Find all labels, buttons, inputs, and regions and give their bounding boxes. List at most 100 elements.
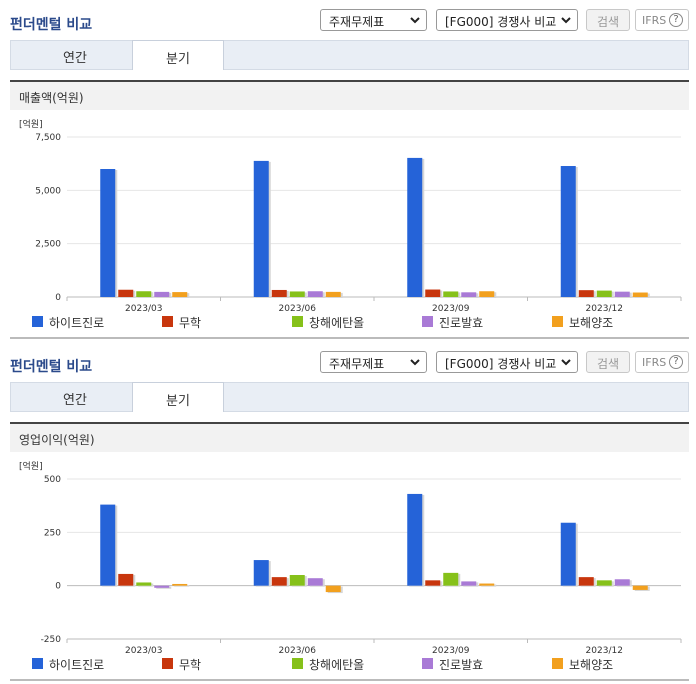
bar [461,292,477,297]
y-tick-label: 5,000 [35,186,61,196]
bar [407,493,423,586]
chevron-down-icon [561,17,571,24]
bar [614,579,630,586]
bar [154,585,170,588]
chevron-down-icon [561,359,571,366]
bar [325,585,341,593]
bar [632,292,648,297]
period-tabs: 연간 분기 [10,40,689,70]
bar [289,291,305,297]
bar [172,292,188,297]
legend-swatch [422,316,433,327]
x-tick-label: 2023/12 [586,646,623,654]
legend-label: 하이트진로 [49,316,105,330]
x-tick-label: 2023/03 [125,304,162,312]
legend-swatch [422,658,433,669]
x-tick-label: 2023/09 [432,646,470,654]
y-tick-label: -250 [41,635,62,645]
compare-value: [FG000] 경쟁사 비교 [445,15,557,29]
chevron-down-icon [410,359,420,366]
bar [172,583,188,586]
bar [443,572,459,586]
tab-quarterly[interactable]: 분기 [132,40,224,70]
section-title: 펀더멘털 비교 [10,359,93,375]
bar [560,522,576,586]
bar [461,581,477,586]
legend-label: 창해에탄올 [309,316,365,330]
legend-label: 진로발효 [439,316,484,330]
help-icon: ? [669,13,683,27]
chart-divider [10,337,689,339]
legend-label: 진로발효 [439,658,484,672]
bar [479,583,495,586]
tab-quarterly[interactable]: 분기 [132,382,224,412]
y-tick-label: 2,500 [35,240,61,250]
x-tick-label: 2023/09 [432,304,470,312]
legend-swatch [32,658,43,669]
bar [407,157,423,297]
compare-select[interactable]: [FG000] 경쟁사 비교 [436,9,578,31]
search-button[interactable]: 검색 [586,351,630,373]
report-type-select[interactable]: 주재무제표 [320,351,427,373]
tab-annual[interactable]: 연간 [63,393,87,408]
bar [307,291,323,297]
bar [479,291,495,297]
legend-swatch [552,316,563,327]
bar [578,290,594,297]
x-tick-label: 2023/12 [586,304,623,312]
y-unit-label: [억원] [19,460,43,472]
bar [136,582,152,586]
legend-swatch [32,316,43,327]
bar [632,585,648,590]
x-tick-label: 2023/06 [279,304,317,312]
bar [118,573,134,586]
legend-swatch [292,316,303,327]
bar [253,160,269,297]
compare-select[interactable]: [FG000] 경쟁사 비교 [436,351,578,373]
legend-swatch [292,658,303,669]
operating-income-chart-svg: [억원] -250 0 250 500 2023/03 2023/06 2023/09 2023… [19,460,682,654]
tab-annual[interactable]: 연간 [63,51,87,66]
chevron-down-icon [410,17,420,24]
help-icon: ? [669,355,683,369]
bar [596,290,612,297]
bar [596,580,612,586]
section-title: 펀더멘털 비교 [10,17,93,33]
y-tick-label: 0 [55,582,61,592]
legend-swatch [162,658,173,669]
legend-swatch [162,316,173,327]
legend-label: 보해양조 [569,658,614,672]
ifrs-help-button[interactable]: IFRS ? [635,9,689,31]
bar [307,578,323,586]
bar [136,291,152,297]
report-type-value: 주재무제표 [329,15,385,29]
x-tick-label: 2023/06 [279,646,317,654]
bar [325,291,341,297]
y-tick-label: 7,500 [35,133,61,143]
bar [614,291,630,297]
legend-swatch [552,658,563,669]
panel-title: 매출액(억원) [10,80,689,110]
x-tick-label: 2023/03 [125,646,162,654]
bar [425,289,441,297]
search-button[interactable]: 검색 [586,9,630,31]
compare-value: [FG000] 경쟁사 비교 [445,357,557,371]
bar [578,577,594,586]
y-tick-label: 0 [55,293,61,303]
bar-shadow [174,584,190,587]
legend-label: 무학 [179,316,202,330]
bar [271,577,287,586]
bar [560,166,576,297]
report-type-select[interactable]: 주재무제표 [320,9,427,31]
bar [425,580,441,586]
ifrs-help-button[interactable]: IFRS ? [635,351,689,373]
period-tabs: 연간 분기 [10,382,689,412]
operating-income-chart: [억원] -250 0 250 500 2023/03 2023/06 2023/09 2023… [10,454,689,654]
y-unit-label: [억원] [19,118,43,130]
legend-label: 창해에탄올 [309,658,365,672]
report-type-value: 주재무제표 [329,357,385,371]
bar [443,291,459,297]
y-tick-label: 250 [44,528,61,538]
legend-label: 하이트진로 [49,658,105,672]
legend-label: 보해양조 [569,316,614,330]
